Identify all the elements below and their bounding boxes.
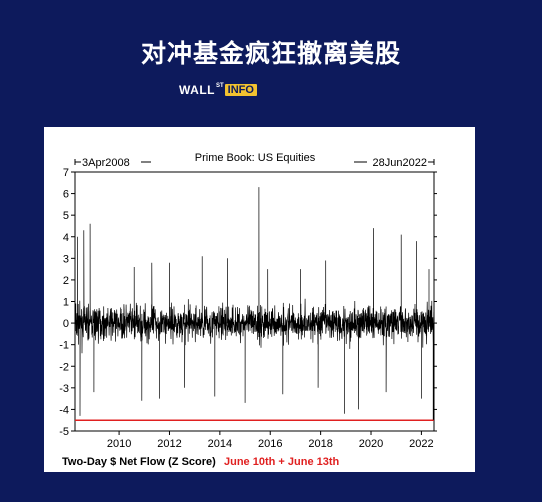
plot-frame <box>74 171 435 432</box>
y-tick-label: 6 <box>63 189 69 201</box>
x-tick-label: 2012 <box>157 438 181 450</box>
x-tick-label: 2014 <box>208 438 232 450</box>
end-date-label: 28Jun2022 <box>373 157 427 169</box>
x-tick-label: 2020 <box>359 438 383 450</box>
start-date-label: 3Apr2008 <box>82 157 130 169</box>
footer-highlight-label: June 10th + June 13th <box>224 456 340 468</box>
chart-card: 3Apr2008 Prime Book: US Equities 28Jun2022… <box>44 127 475 472</box>
y-tick-label: -1 <box>59 340 69 352</box>
headline-title: 对冲基金疯狂撤离美股 <box>140 39 401 68</box>
x-tick-label: 2018 <box>308 438 332 450</box>
chart-title: Prime Book: US Equities <box>195 152 316 164</box>
x-tick-label: 2016 <box>258 438 282 450</box>
logo-superscript: ST <box>216 83 224 89</box>
logo-info-badge: INFO <box>224 84 257 96</box>
y-tick-label: -2 <box>59 361 69 373</box>
wallstinfo-logo: WALL ST INFO <box>179 83 257 97</box>
footer-series-label: Two-Day $ Net Flow (Z Score) <box>62 456 216 468</box>
y-tick-label: 7 <box>63 167 69 179</box>
y-tick-label: 1 <box>63 297 69 309</box>
y-tick-label: 2 <box>63 275 69 287</box>
y-tick-label: 0 <box>63 318 69 330</box>
y-tick-label: 5 <box>63 210 69 222</box>
x-tick-label: 2022 <box>409 438 433 450</box>
series-line <box>75 187 434 421</box>
y-tick-label: -3 <box>59 383 69 395</box>
chart-svg: 3Apr2008 Prime Book: US Equities 28Jun2022… <box>59 152 437 468</box>
x-tick-label: 2010 <box>107 438 131 450</box>
y-tick-label: 4 <box>63 232 69 244</box>
y-tick-label: -4 <box>59 404 69 416</box>
y-tick-label: 3 <box>63 253 69 265</box>
logo-wall-text: WALL <box>179 83 215 97</box>
y-tick-label: -5 <box>59 426 69 438</box>
